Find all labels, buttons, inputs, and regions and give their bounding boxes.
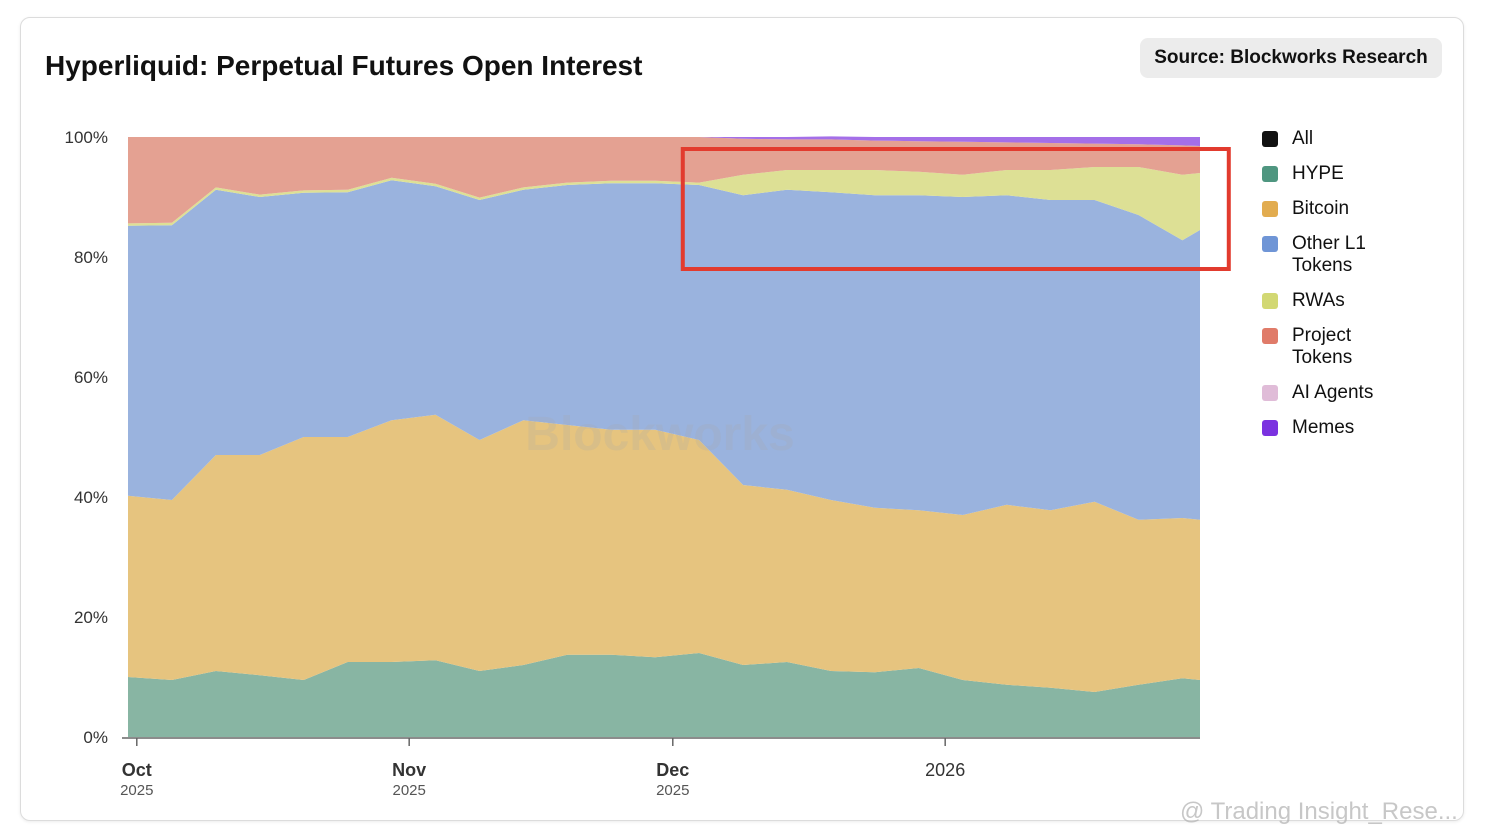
x-axis: Oct 2025 Nov 2025 Dec 2025 2026 (120, 737, 1200, 799)
areas-layer (128, 136, 1200, 737)
legend-item-other-l1-tokens[interactable]: Other L1 Tokens (1262, 233, 1402, 277)
legend-swatch (1262, 236, 1278, 252)
legend-label: Memes (1292, 417, 1355, 438)
x-tick-sublabel: 2025 (656, 782, 689, 799)
legend-swatch (1262, 328, 1278, 344)
area-other-l1-tokens (128, 180, 1200, 520)
legend-item-hype[interactable]: HYPE (1262, 163, 1402, 185)
y-tick-label: 60% (74, 368, 108, 387)
area-rwas (128, 167, 1200, 241)
x-tick-sublabel: 2025 (392, 782, 425, 799)
legend-item-ai-agents[interactable]: AI Agents (1262, 382, 1402, 404)
area-hype (128, 653, 1200, 737)
legend-swatch (1262, 131, 1278, 147)
corner-watermark: @ Trading Insight_Rese... (1180, 798, 1458, 825)
x-tick-sublabel: 2025 (120, 782, 153, 799)
legend-item-rwas[interactable]: RWAs (1262, 290, 1402, 312)
y-tick-label: 80% (74, 248, 108, 267)
area-bitcoin (128, 414, 1200, 692)
chart-card (20, 17, 1464, 821)
y-tick-label: 0% (83, 728, 108, 747)
legend-item-bitcoin[interactable]: Bitcoin (1262, 198, 1402, 220)
legend-label: Project Tokens (1292, 325, 1353, 368)
chart-watermark: Blockworks (525, 408, 794, 461)
page-title: Hyperliquid: Perpetual Futures Open Inte… (45, 50, 643, 81)
legend-label: All (1292, 128, 1314, 149)
x-tick-label: Oct (122, 760, 152, 780)
y-tick-label: 100% (65, 128, 108, 147)
area-memes (128, 136, 1200, 146)
legend-swatch (1262, 201, 1278, 217)
highlight-box (680, 147, 1231, 271)
legend-label: HYPE (1292, 163, 1344, 184)
legend-swatch (1262, 420, 1278, 436)
legend-item-memes[interactable]: Memes (1262, 417, 1402, 439)
y-axis: 0% 20% 40% 60% 80% 100% (65, 128, 108, 747)
x-tick-label: Dec (656, 760, 689, 780)
y-tick-label: 20% (74, 608, 108, 627)
area-project-tokens (128, 137, 1200, 224)
legend-label: Other L1 Tokens (1292, 233, 1366, 276)
source-badge: Source: Blockworks Research (1140, 38, 1442, 78)
legend-label: RWAs (1292, 290, 1345, 311)
legend-item-project-tokens[interactable]: Project Tokens (1262, 325, 1402, 369)
legend-label: Bitcoin (1292, 198, 1350, 219)
legend-swatch (1262, 385, 1278, 401)
legend-item-all[interactable]: All (1262, 128, 1402, 150)
legend-label: AI Agents (1292, 382, 1374, 403)
x-tick-label: 2026 (925, 760, 965, 780)
legend-swatch (1262, 166, 1278, 182)
legend-swatch (1262, 293, 1278, 309)
y-tick-label: 40% (74, 488, 108, 507)
legend: All HYPE Bitcoin Other L1 Tokens RWAs Project… (1262, 128, 1402, 452)
x-tick-label: Nov (392, 760, 426, 780)
